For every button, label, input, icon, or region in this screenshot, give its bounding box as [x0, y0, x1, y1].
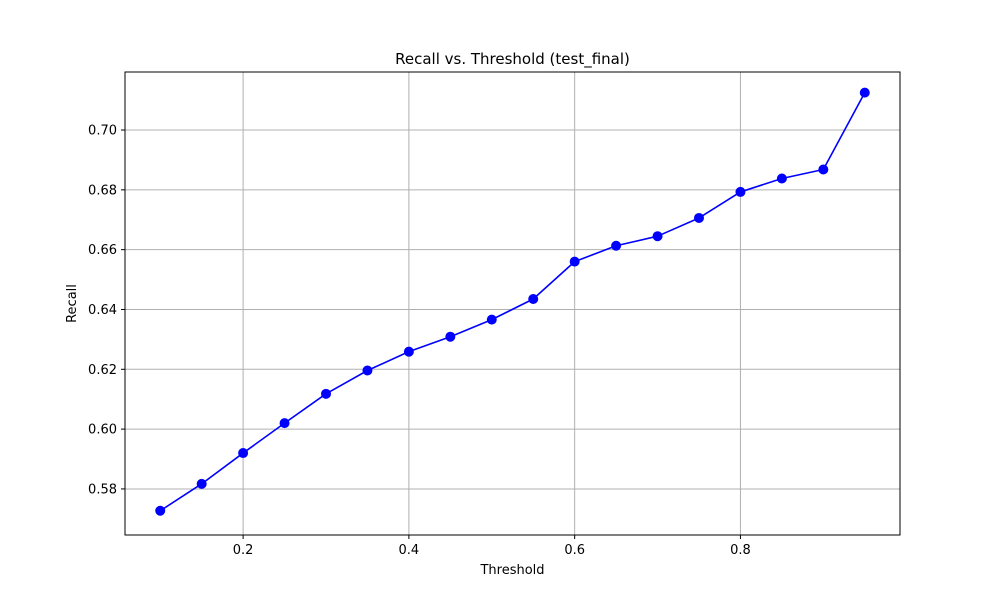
y-tick-label: 0.70 [88, 124, 117, 139]
data-point [155, 505, 166, 516]
data-point [693, 212, 704, 223]
data-point [652, 231, 663, 242]
data-point [321, 388, 332, 399]
data-point [776, 173, 787, 184]
data-point [818, 164, 829, 175]
x-axis-label: Threshold [479, 563, 544, 578]
data-point [238, 448, 249, 459]
x-tick-label: 0.4 [399, 543, 420, 558]
data-point [611, 240, 622, 251]
data-point [486, 314, 497, 325]
data-point [859, 87, 870, 98]
data-point [569, 256, 580, 267]
y-axis-label: Recall [65, 284, 80, 323]
data-point [528, 294, 539, 305]
chart-title: Recall vs. Threshold (test_final) [395, 50, 630, 69]
y-tick-label: 0.68 [88, 183, 117, 198]
y-axis-ticks: 0.58 0.60 0.62 0.64 0.66 0.68 0.70 [88, 124, 125, 497]
data-point [196, 478, 207, 489]
series-recall [155, 87, 870, 516]
data-point [735, 186, 746, 197]
y-tick-label: 0.66 [88, 243, 117, 258]
data-point [445, 331, 456, 342]
series-line [159, 92, 866, 512]
plot-area-frame [124, 71, 901, 536]
y-tick-label: 0.58 [88, 482, 117, 497]
y-tick-label: 0.60 [88, 423, 117, 438]
data-point [279, 418, 290, 429]
x-axis-ticks: 0.2 0.4 0.6 0.8 [233, 535, 751, 558]
y-tick-label: 0.64 [88, 303, 117, 318]
grid [125, 72, 900, 535]
x-tick-label: 0.8 [730, 543, 751, 558]
data-point [362, 365, 373, 376]
data-point [403, 346, 414, 357]
y-tick-label: 0.62 [88, 363, 117, 378]
x-tick-label: 0.6 [564, 543, 585, 558]
x-tick-label: 0.2 [233, 543, 254, 558]
